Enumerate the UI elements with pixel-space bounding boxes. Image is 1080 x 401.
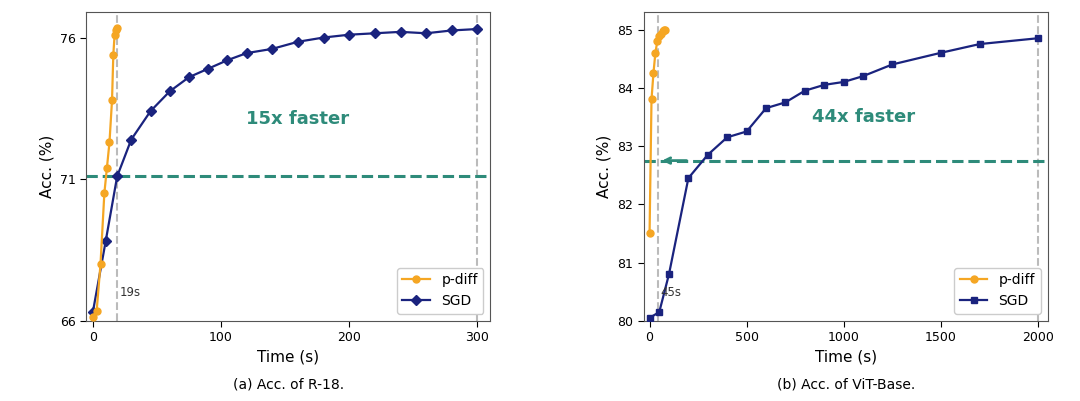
Legend: p-diff, SGD: p-diff, SGD (396, 268, 484, 314)
p-diff (645, 97, 658, 102)
X-axis label: Time (s): Time (s) (257, 350, 320, 365)
SGD (420, 31, 433, 36)
p-diff (90, 308, 103, 313)
Text: (b) Acc. of ViT-Base.: (b) Acc. of ViT-Base. (777, 378, 915, 392)
SGD (240, 51, 253, 55)
p-diff (107, 52, 120, 57)
SGD (342, 32, 355, 37)
SGD (163, 89, 176, 94)
SGD (886, 62, 899, 67)
p-diff (654, 31, 667, 36)
SGD (837, 79, 850, 84)
p-diff (649, 51, 662, 55)
Legend: p-diff, SGD: p-diff, SGD (954, 268, 1041, 314)
Y-axis label: Acc. (%): Acc. (%) (40, 135, 55, 198)
SGD (125, 137, 138, 142)
SGD (779, 100, 792, 105)
p-diff (106, 97, 119, 102)
SGD (798, 88, 811, 93)
p-diff (651, 39, 664, 44)
X-axis label: Time (s): Time (s) (814, 350, 877, 365)
p-diff (100, 166, 113, 170)
Line: p-diff: p-diff (90, 24, 121, 320)
Line: p-diff: p-diff (646, 26, 669, 237)
SGD (471, 26, 484, 31)
SGD (818, 83, 831, 87)
Text: 2000s: 2000s (998, 286, 1034, 299)
SGD (144, 109, 157, 113)
Line: SGD: SGD (90, 26, 481, 316)
Y-axis label: Acc. (%): Acc. (%) (597, 135, 611, 198)
p-diff (103, 140, 116, 145)
SGD (720, 135, 733, 140)
SGD (740, 129, 753, 134)
p-diff (658, 27, 671, 32)
p-diff (659, 27, 672, 32)
SGD (110, 174, 123, 179)
p-diff (657, 29, 670, 34)
SGD (662, 272, 675, 277)
p-diff (652, 34, 665, 39)
Text: 300s: 300s (443, 286, 471, 299)
SGD (266, 47, 279, 51)
SGD (681, 176, 694, 180)
SGD (86, 310, 99, 315)
SGD (292, 39, 305, 44)
SGD (183, 75, 195, 79)
SGD (856, 74, 869, 79)
Text: (a) Acc. of R-18.: (a) Acc. of R-18. (233, 378, 343, 392)
SGD (221, 58, 234, 63)
SGD (652, 310, 665, 314)
SGD (759, 106, 772, 111)
p-diff (647, 71, 660, 76)
Text: 45s: 45s (660, 286, 681, 299)
SGD (368, 31, 381, 36)
p-diff (94, 262, 107, 267)
SGD (99, 239, 112, 244)
Line: SGD: SGD (646, 35, 1041, 321)
SGD (445, 28, 458, 33)
p-diff (643, 231, 656, 236)
SGD (701, 152, 714, 157)
SGD (643, 316, 656, 320)
SGD (934, 51, 947, 55)
p-diff (109, 28, 122, 33)
SGD (973, 42, 986, 47)
Text: 15x faster: 15x faster (246, 110, 350, 128)
Text: 19s: 19s (120, 286, 140, 299)
p-diff (98, 191, 111, 196)
p-diff (110, 25, 123, 30)
Text: 44x faster: 44x faster (811, 107, 915, 126)
SGD (318, 35, 330, 40)
p-diff (108, 32, 121, 37)
p-diff (86, 314, 99, 319)
SGD (394, 29, 407, 34)
SGD (202, 66, 215, 71)
SGD (1031, 36, 1044, 41)
